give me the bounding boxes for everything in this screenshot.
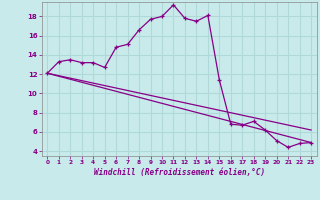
X-axis label: Windchill (Refroidissement éolien,°C): Windchill (Refroidissement éolien,°C) [94,168,265,177]
